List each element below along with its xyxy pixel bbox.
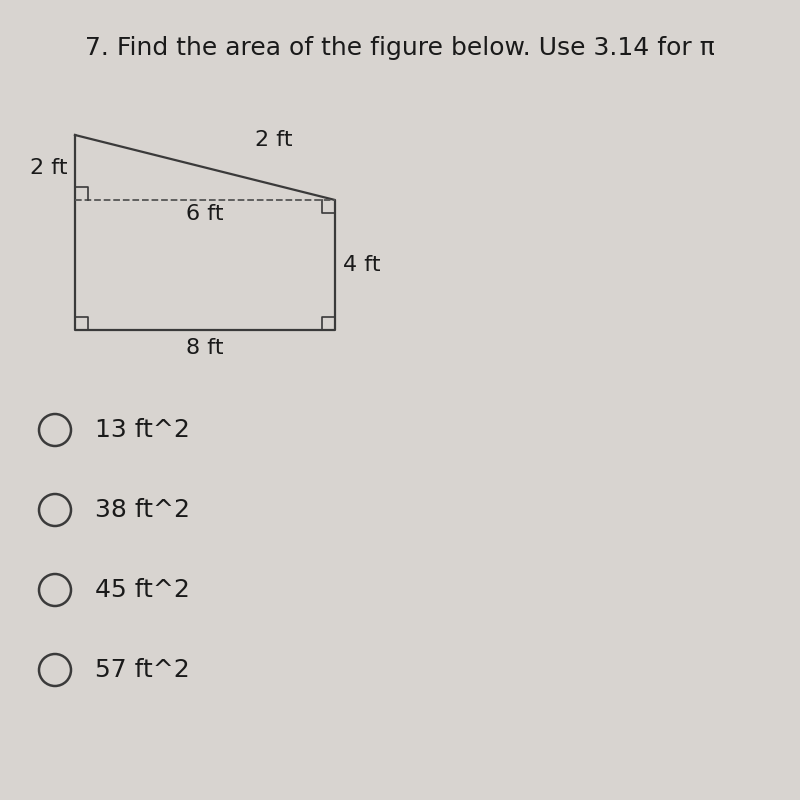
Text: 13 ft^2: 13 ft^2: [95, 418, 190, 442]
Text: 38 ft^2: 38 ft^2: [95, 498, 190, 522]
Text: 57 ft^2: 57 ft^2: [95, 658, 190, 682]
Text: 4 ft: 4 ft: [343, 255, 381, 275]
Text: 8 ft: 8 ft: [186, 338, 224, 358]
Text: 2 ft: 2 ft: [30, 158, 67, 178]
Text: 7. Find the area of the figure below. Use 3.14 for π: 7. Find the area of the figure below. Us…: [85, 36, 715, 60]
Text: 45 ft^2: 45 ft^2: [95, 578, 190, 602]
Text: 2 ft: 2 ft: [255, 130, 293, 150]
Text: 6 ft: 6 ft: [186, 204, 224, 224]
